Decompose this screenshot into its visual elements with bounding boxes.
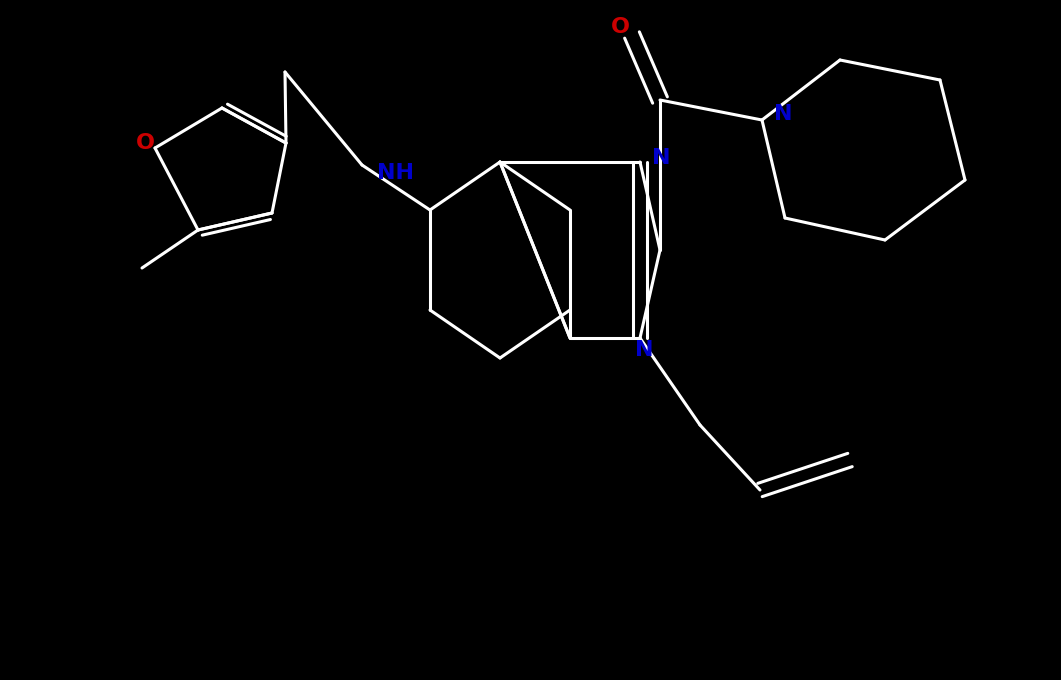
Text: N: N: [653, 148, 671, 168]
Text: O: O: [610, 17, 629, 37]
Text: N: N: [775, 104, 793, 124]
Text: N: N: [634, 340, 654, 360]
Text: NH: NH: [377, 163, 414, 183]
Text: O: O: [136, 133, 155, 153]
